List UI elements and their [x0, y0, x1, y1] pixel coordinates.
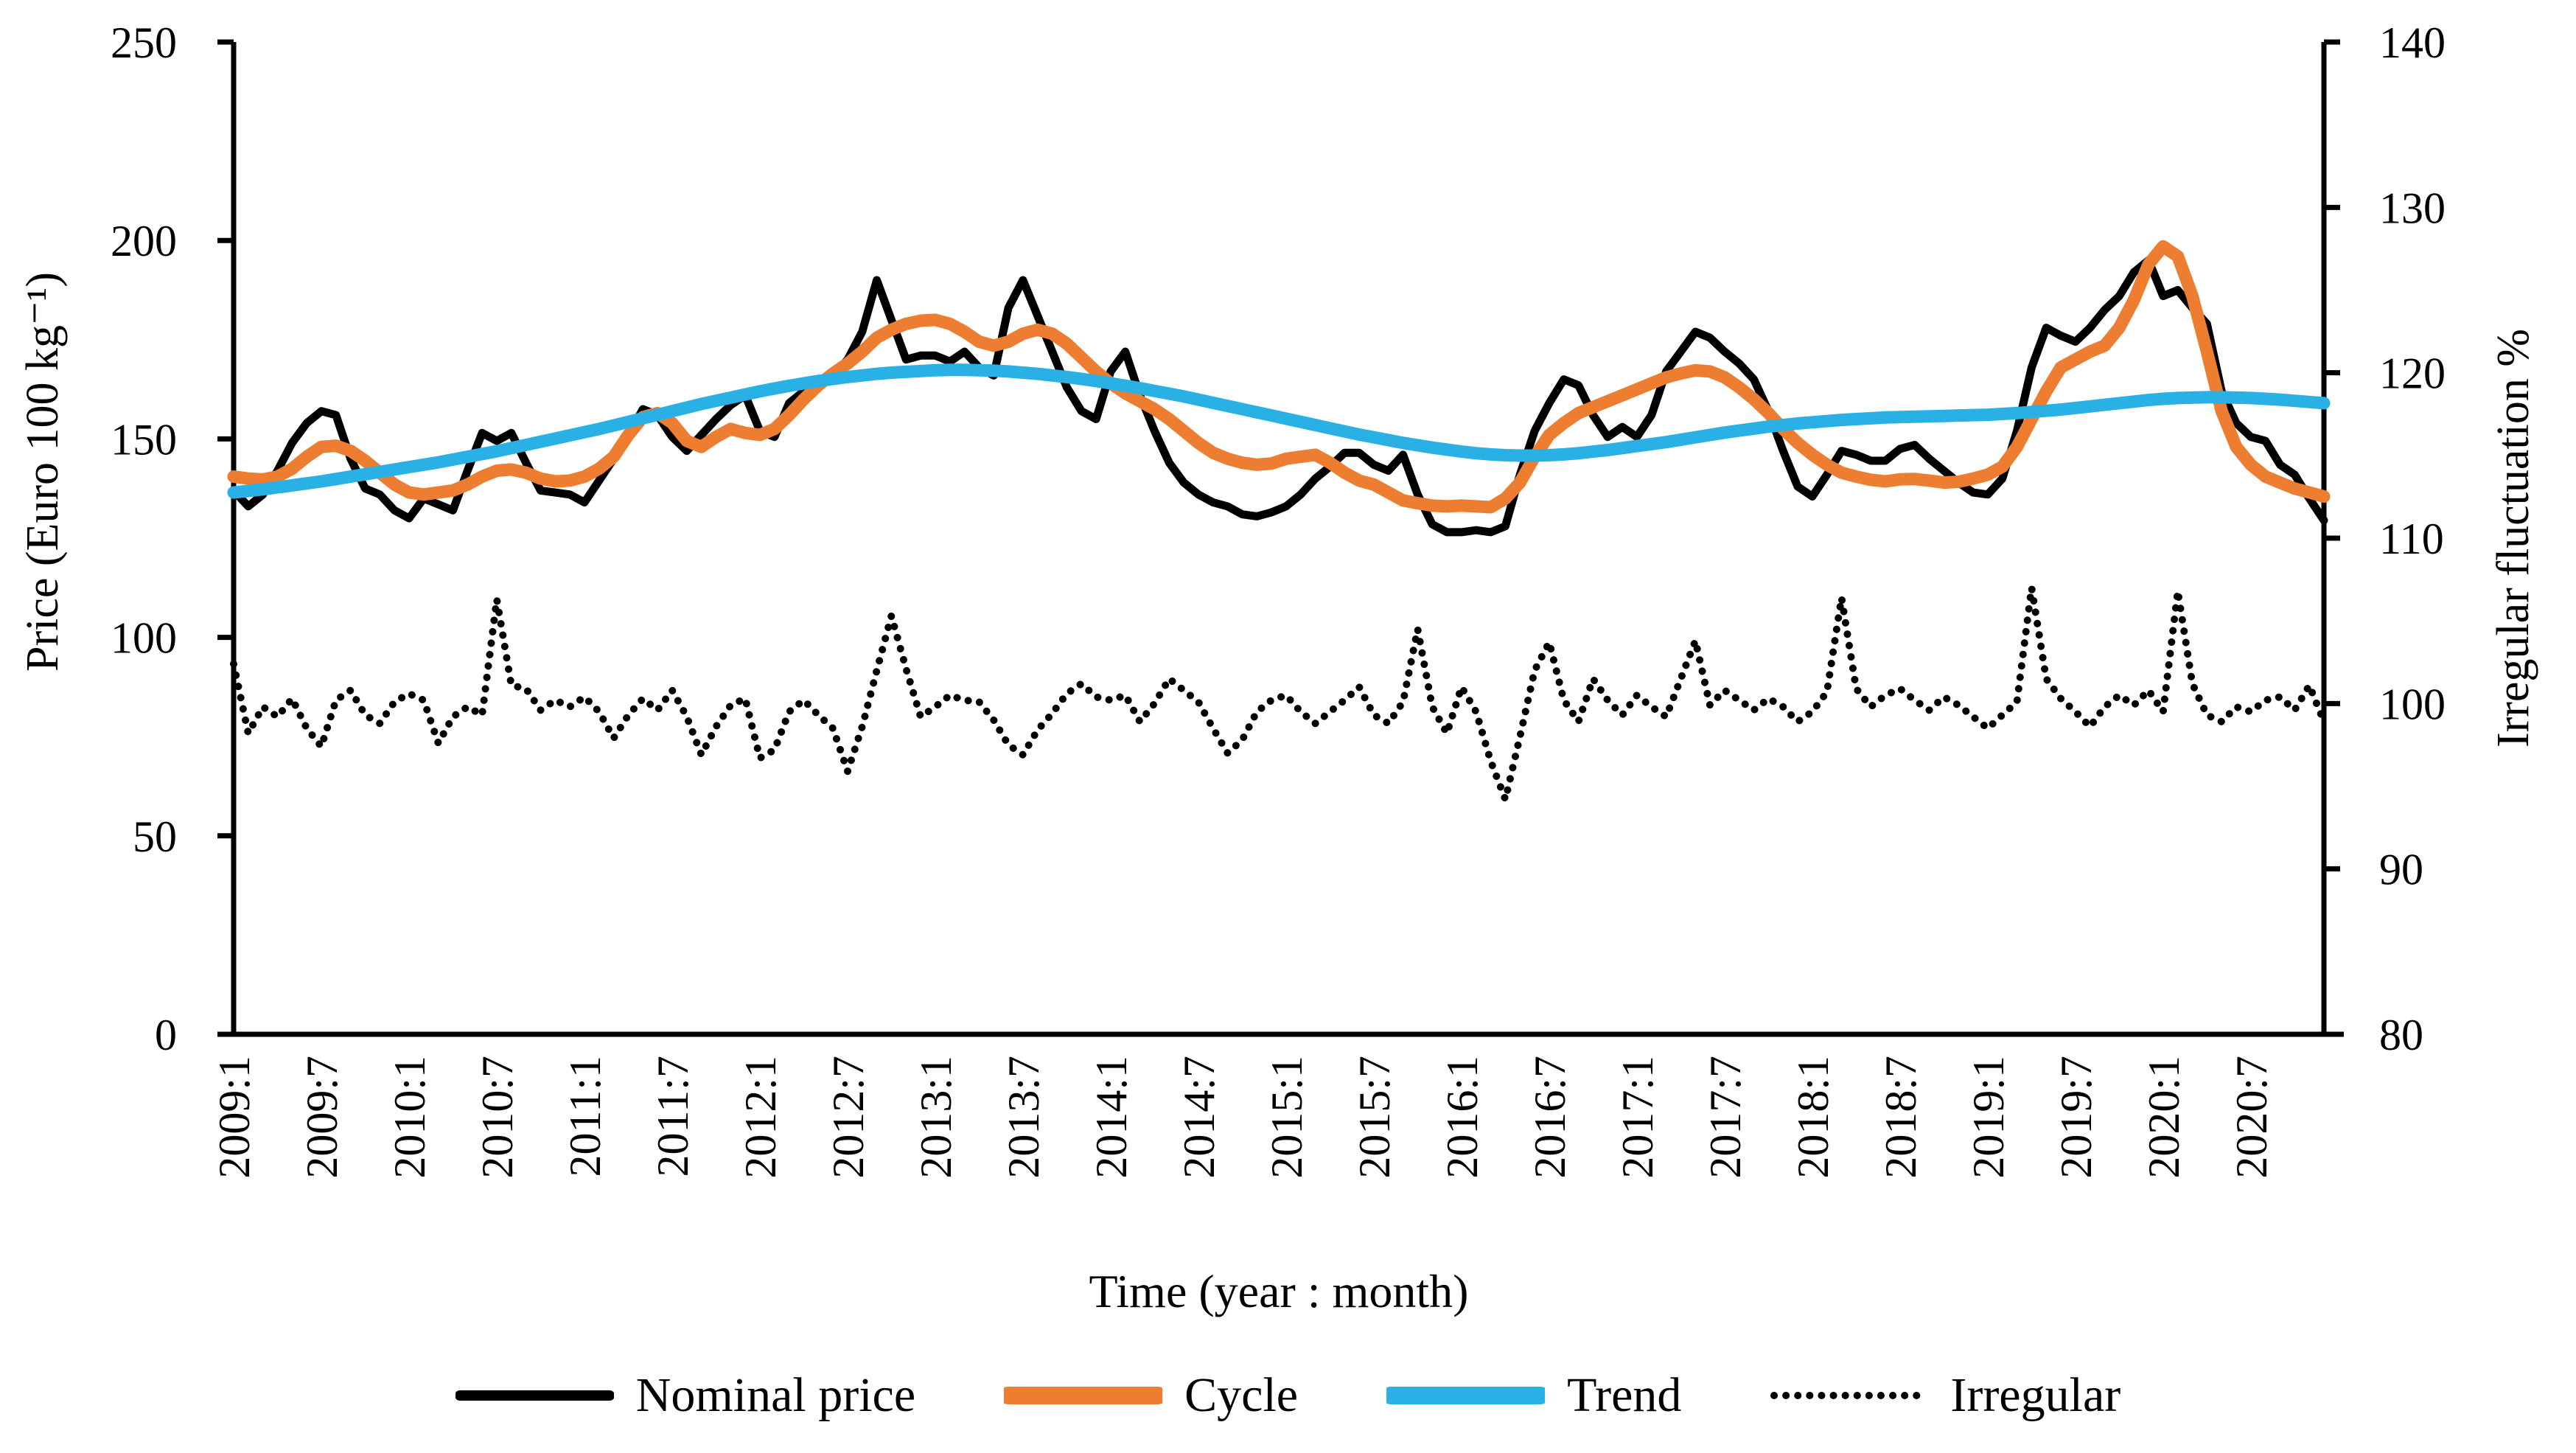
x-tick-label: 2017:7 — [1701, 1056, 1750, 1179]
x-tick-label: 2010:1 — [385, 1056, 434, 1179]
x-tick-label: 2012:1 — [736, 1056, 785, 1179]
x-tick-label: 2016:1 — [1438, 1056, 1487, 1179]
x-tick-label: 2012:7 — [824, 1056, 873, 1179]
x-tick-label: 2013:7 — [999, 1056, 1048, 1179]
legend-item-irregular: Irregular — [1770, 1367, 2121, 1424]
legend-item-trend: Trend — [1386, 1367, 1681, 1424]
x-tick-label: 2010:7 — [473, 1056, 522, 1179]
y-right-tick-label: 80 — [2379, 1011, 2423, 1059]
x-tick-label: 2020:7 — [2227, 1056, 2276, 1179]
y-left-tick-label: 50 — [133, 812, 177, 861]
x-tick-label: 2019:1 — [1964, 1056, 2013, 1179]
y-left-tick-label: 150 — [111, 415, 177, 464]
legend-label: Cycle — [1184, 1368, 1299, 1422]
legend-label: Irregular — [1950, 1368, 2121, 1422]
y-right-tick-label: 130 — [2379, 184, 2446, 232]
x-tick-label: 2018:1 — [1789, 1056, 1837, 1179]
x-tick-label: 2016:7 — [1526, 1056, 1574, 1179]
series-irregular-line — [230, 584, 2328, 804]
y-axis-left-title: Price (Euro 100 kg⁻¹) — [18, 272, 68, 672]
y-right-tick-label: 120 — [2379, 349, 2446, 398]
y-left-tick-label: 200 — [111, 217, 177, 265]
x-tick-label: 2014:7 — [1175, 1056, 1224, 1179]
x-tick-label: 2019:7 — [2052, 1056, 2101, 1179]
x-tick-label: 2020:1 — [2140, 1056, 2188, 1179]
x-tick-label: 2014:1 — [1087, 1056, 1136, 1179]
legend-item-nominal-price: Nominal price — [455, 1367, 915, 1424]
x-tick-label: 2015:7 — [1350, 1056, 1399, 1179]
x-tick-label: 2013:1 — [912, 1056, 960, 1179]
x-tick-label: 2009:7 — [298, 1056, 346, 1179]
y-right-tick-label: 90 — [2379, 846, 2423, 894]
legend-item-cycle: Cycle — [1004, 1367, 1298, 1424]
series-nominal-price-line — [229, 256, 2328, 537]
legend-label: Nominal price — [635, 1368, 916, 1422]
x-axis-title: Time (year : month) — [1089, 1265, 1469, 1317]
x-tick-label: 2017:1 — [1613, 1056, 1662, 1179]
y-left-tick-label: 250 — [111, 18, 177, 67]
y-left-tick-label: 0 — [155, 1011, 177, 1059]
series-cycle-line — [227, 240, 2331, 514]
irregular-swatch-icon — [1770, 1392, 1928, 1399]
y-right-tick-label: 140 — [2379, 18, 2446, 67]
y-axis-right-title: Irregular fluctuation % — [2488, 328, 2538, 748]
x-tick-label: 2015:1 — [1263, 1056, 1311, 1179]
trend-swatch-icon — [1386, 1387, 1546, 1404]
x-tick-label: 2018:7 — [1877, 1056, 1925, 1179]
cycle-swatch-icon — [1004, 1387, 1163, 1404]
x-tick-label: 2011:1 — [561, 1056, 610, 1177]
series-trend-line — [227, 363, 2331, 499]
chart-legend: Nominal price Cycle Trend Irregular — [0, 1355, 2576, 1436]
legend-label: Trend — [1567, 1368, 1682, 1422]
x-tick-label: 2011:7 — [649, 1056, 697, 1177]
x-tick-label: 2009:1 — [210, 1056, 259, 1179]
y-left-tick-label: 100 — [111, 614, 177, 663]
y-right-tick-label: 100 — [2379, 680, 2446, 728]
y-right-tick-label: 110 — [2379, 515, 2444, 563]
nominal-price-swatch-icon — [455, 1390, 614, 1401]
